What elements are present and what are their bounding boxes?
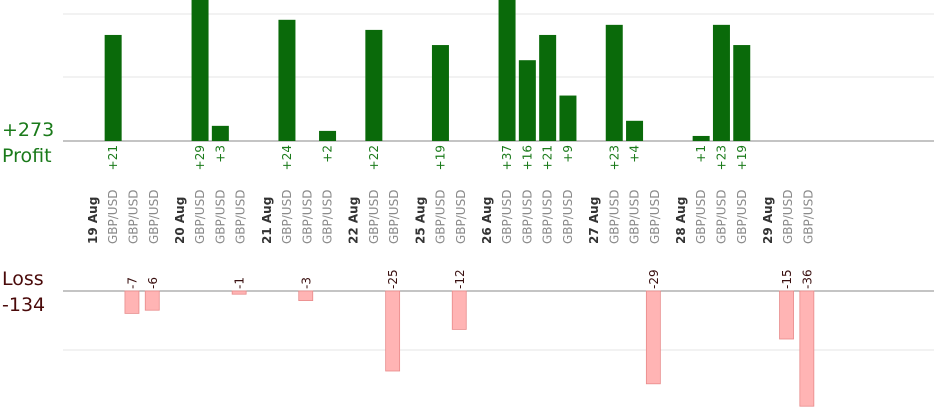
trade-symbol-label: GBP/USD — [321, 190, 335, 244]
loss-bar — [231, 290, 247, 295]
trade-symbol-label: GBP/USD — [735, 190, 749, 244]
profit-bar — [278, 19, 296, 141]
trade-symbol-label: GBP/USD — [147, 190, 161, 244]
loss-value-label: -3 — [299, 277, 313, 289]
loss-value-label: -25 — [386, 269, 400, 289]
profit-value-label: +37 — [500, 145, 514, 170]
profit-bar — [518, 60, 536, 142]
profit-value-label: +21 — [541, 145, 555, 170]
trade-symbol-label: GBP/USD — [367, 190, 381, 244]
trade-symbol-label: GBP/USD — [520, 190, 534, 244]
trade-symbol-label: GBP/USD — [500, 190, 514, 244]
trade-symbol-label: GBP/USD — [106, 190, 120, 244]
profit-label: Profit — [2, 145, 52, 167]
trade-symbol-label: GBP/USD — [801, 190, 815, 244]
trade-symbol-label: GBP/USD — [213, 190, 227, 244]
profit-bar — [365, 29, 383, 141]
profit-bar — [539, 34, 557, 142]
loss-value-label: -7 — [125, 277, 139, 289]
day-label: 28 Aug — [674, 197, 688, 244]
trade-symbol-label: GBP/USD — [714, 190, 728, 244]
loss-value-label: -36 — [800, 269, 814, 289]
loss-value-label: -12 — [453, 269, 467, 289]
loss-label: Loss — [2, 268, 44, 290]
trade-symbol-label: GBP/USD — [628, 190, 642, 244]
loss-bar — [124, 290, 140, 314]
profit-bar — [431, 45, 449, 141]
profit-value-label: +3 — [213, 145, 227, 163]
profit-value-label: +19 — [735, 145, 749, 170]
trade-symbol-label: GBP/USD — [387, 190, 401, 244]
profit-value-label: +9 — [561, 145, 575, 163]
profit-bar — [692, 135, 710, 141]
loss-bar — [799, 290, 815, 407]
profit-bar — [498, 0, 516, 142]
profit-bar — [605, 24, 623, 142]
loss-bar — [779, 290, 794, 340]
profit-bar — [626, 120, 644, 141]
loss-value-label: -6 — [146, 277, 160, 289]
profit-value-label: +19 — [433, 145, 447, 170]
trade-symbol-label: GBP/USD — [561, 190, 575, 244]
profit-value-label: +24 — [280, 145, 294, 170]
trade-bars — [104, 0, 815, 407]
day-label: 20 Aug — [173, 197, 187, 244]
trade-labels: 19 Aug +21 GBP/USD -7 GBP/USD -6 GBP/USD 20 Aug… — [86, 145, 815, 289]
loss-bar — [298, 290, 314, 302]
loss-total: -134 — [2, 294, 46, 316]
profit-total: +273 — [2, 119, 55, 141]
trade-symbol-label: GBP/USD — [607, 190, 621, 244]
profit-value-label: +29 — [193, 145, 207, 170]
day-label: 21 Aug — [260, 197, 274, 244]
profit-value-label: +23 — [607, 145, 621, 170]
day-label: 22 Aug — [347, 197, 361, 244]
trade-symbol-label: GBP/USD — [454, 190, 468, 244]
profit-bar — [712, 24, 730, 142]
loss-value-label: -1 — [233, 277, 247, 289]
profit-value-label: +1 — [694, 145, 708, 163]
trade-symbol-label: GBP/USD — [126, 190, 140, 244]
trade-symbol-label: GBP/USD — [541, 190, 555, 244]
trade-symbol-label: GBP/USD — [694, 190, 708, 244]
trade-symbol-label: GBP/USD — [781, 190, 795, 244]
trade-symbol-label: GBP/USD — [648, 190, 662, 244]
loss-bar — [645, 290, 661, 385]
day-label: 27 Aug — [587, 197, 601, 244]
loss-bar — [451, 290, 467, 330]
profit-bar — [733, 45, 751, 141]
loss-value-label: -15 — [780, 269, 794, 289]
profit-bar — [319, 130, 337, 141]
trade-symbol-label: GBP/USD — [193, 190, 207, 244]
profit-bar — [191, 0, 209, 141]
profit-value-label: +16 — [520, 145, 534, 170]
day-label: 19 Aug — [86, 197, 100, 244]
profit-bar — [104, 34, 122, 142]
loss-value-label: -29 — [647, 269, 661, 289]
trade-symbol-label: GBP/USD — [280, 190, 294, 244]
day-label: 26 Aug — [480, 197, 494, 244]
loss-bar — [385, 290, 401, 372]
profit-value-label: +22 — [367, 145, 381, 170]
profit-value-label: +21 — [106, 145, 120, 170]
profit-value-label: +23 — [714, 145, 728, 170]
trade-symbol-label: GBP/USD — [300, 190, 314, 244]
profit-bar — [211, 125, 229, 141]
loss-bar — [144, 290, 160, 311]
day-label: 25 Aug — [413, 197, 427, 244]
trade-symbol-label: GBP/USD — [433, 190, 447, 244]
trade-symbol-label: GBP/USD — [234, 190, 248, 244]
profit-value-label: +4 — [628, 145, 642, 163]
profit-bar — [559, 95, 577, 141]
day-label: 29 Aug — [761, 197, 775, 244]
profit-value-label: +2 — [321, 145, 335, 163]
